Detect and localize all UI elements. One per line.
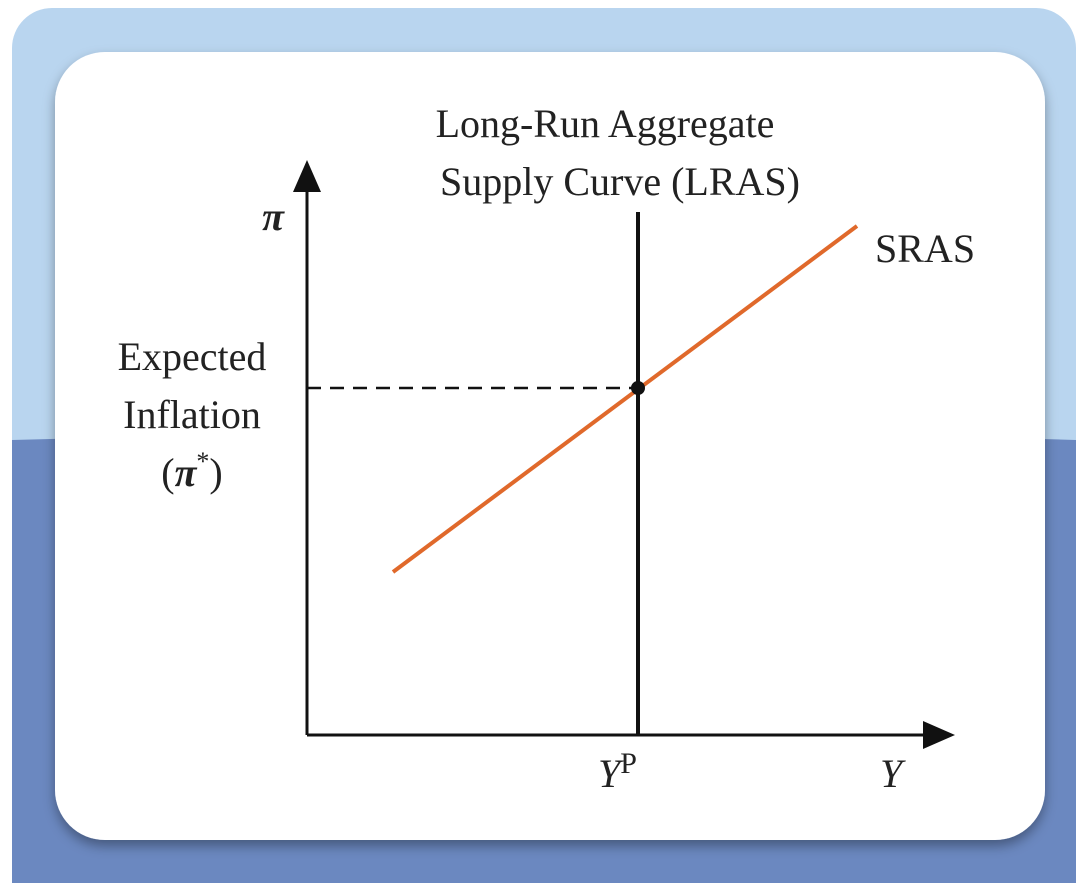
pi-star-label: (π*) [161,447,223,495]
paren: ( [161,450,174,495]
potential-output-label: YP [598,747,637,796]
card [55,52,1045,840]
equilibrium-point [631,381,645,395]
x-axis-label: Y [880,751,906,796]
star: * [196,447,209,476]
y-axis-label: π [262,194,285,239]
sras-line [391,224,859,574]
lras-label: Supply Curve (LRAS) [440,159,800,204]
sras-label: SRAS [875,226,975,271]
x-arrow [923,721,955,749]
pi-symbol: π [175,450,198,495]
y-symbol: Y [598,751,624,796]
inflation-label: Inflation [123,392,261,437]
expected-label: Expected [118,334,267,379]
y-arrow [293,160,321,192]
paren: ) [209,450,222,495]
p-superscript: P [620,747,637,780]
lras-label: Long-Run Aggregate [436,101,775,146]
